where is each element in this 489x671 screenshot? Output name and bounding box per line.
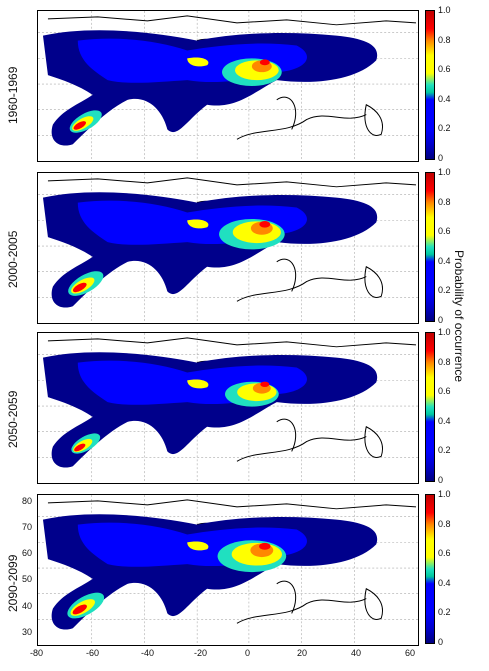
period-label-3: 2050-2059 xyxy=(6,390,20,448)
colorbar-tick-label: 0 xyxy=(438,315,444,325)
colorbar-tick-label: 0.4 xyxy=(438,577,451,588)
map-svg xyxy=(38,495,418,645)
colorbar-tick-label: 0.2 xyxy=(438,607,451,618)
x-tick-label: -60 xyxy=(86,648,100,658)
y-tick-label: 50 xyxy=(22,574,33,584)
colorbar-title: Probability of occurrence xyxy=(452,250,466,383)
colorbar-tick-label: 0.2 xyxy=(438,445,451,456)
period-label-2: 2000-2005 xyxy=(6,230,20,288)
colorbar-tick-label: 1.0 xyxy=(438,167,451,177)
colorbar-tick-label: 0.2 xyxy=(438,123,451,134)
colorbar-tick-label: 0.6 xyxy=(438,64,451,75)
colorbar-2 xyxy=(425,172,435,322)
colorbar-tick-label: 1.0 xyxy=(438,5,451,15)
colorbar-tick-label: 0.8 xyxy=(438,356,451,367)
colorbar-4 xyxy=(425,494,435,644)
period-label-4: 2090-2099 xyxy=(6,554,20,612)
map-panel-2 xyxy=(37,172,419,324)
colorbar-tick-label: 1.0 xyxy=(438,489,451,499)
colorbar-tick-label: 0.6 xyxy=(438,226,451,237)
x-tick-label: 40 xyxy=(351,648,362,658)
colorbar-1 xyxy=(425,10,435,160)
colorbar-tick-label: 0.6 xyxy=(438,548,451,559)
x-tick-label: -20 xyxy=(194,648,208,658)
map-svg xyxy=(38,333,418,483)
x-tick-label: 20 xyxy=(297,648,308,658)
map-svg xyxy=(38,11,418,161)
y-tick-label: 70 xyxy=(22,522,33,532)
colorbar-tick-label: 0.8 xyxy=(438,518,451,529)
y-tick-label: 60 xyxy=(22,548,33,558)
y-tick-label: 30 xyxy=(22,627,33,637)
y-tick-label: 40 xyxy=(22,601,33,611)
colorbar-tick-label: 0.4 xyxy=(438,415,451,426)
colorbar-tick-label: 0.8 xyxy=(438,196,451,207)
map-svg xyxy=(38,173,418,323)
map-panel-3 xyxy=(37,332,419,484)
period-label-1: 1960-1969 xyxy=(6,66,20,124)
colorbar-tick-label: 0 xyxy=(438,475,444,485)
colorbar-3 xyxy=(425,332,435,482)
x-tick-label: 0 xyxy=(245,648,251,658)
colorbar-tick-label: 1.0 xyxy=(438,327,451,337)
colorbar-tick-label: 0.8 xyxy=(438,34,451,45)
x-tick-label: -80 xyxy=(30,648,44,658)
x-tick-label: -40 xyxy=(141,648,155,658)
colorbar-tick-label: 0.2 xyxy=(438,285,451,296)
map-panel-4 xyxy=(37,494,419,646)
colorbar-tick-label: 0.6 xyxy=(438,386,451,397)
colorbar-tick-label: 0 xyxy=(438,153,444,163)
x-tick-label: 60 xyxy=(405,648,416,658)
colorbar-tick-label: 0.4 xyxy=(438,255,451,266)
map-panel-1 xyxy=(37,10,419,162)
y-tick-label: 80 xyxy=(22,496,33,506)
colorbar-tick-label: 0.4 xyxy=(438,93,451,104)
colorbar-tick-label: 0 xyxy=(438,637,444,647)
